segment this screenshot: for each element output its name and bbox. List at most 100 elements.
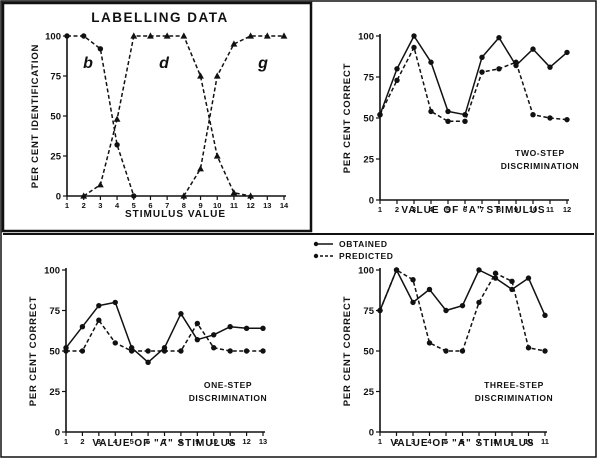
three-step-series-obtained-point (443, 307, 449, 314)
labelling-series-d-point (180, 32, 188, 39)
three-step-y-tick-label: 0 (369, 428, 374, 439)
labelling-series-d-point (80, 192, 88, 199)
two-step-series-predicted-point (445, 118, 451, 124)
two-step-x-axis-label: VALUE OF "A" STIMULUS (401, 205, 545, 216)
two-step-x-tick-label: 10 (529, 205, 537, 214)
labelling-series-b-line (67, 35, 135, 197)
labelling-y-tick-label: 100 (45, 32, 61, 43)
one-step-x-tick-label: 1 (64, 437, 68, 446)
labelling-x-tick-label: 3 (98, 201, 102, 210)
labelling-x-tick-label: 9 (198, 201, 202, 210)
two-step-subtitle-line1: TWO-STEP (515, 148, 565, 158)
three-step-series-obtained-point (426, 286, 433, 293)
labelling-series-g-line (183, 35, 284, 197)
three-step-y-tick-label: 100 (358, 266, 374, 277)
one-step-series-obtained-point (260, 325, 266, 332)
one-step-x-tick-label: 8 (179, 437, 183, 446)
one-step-series-predicted-point (161, 348, 168, 354)
one-step-series-obtained-point (178, 311, 184, 317)
one-step-x-tick-label: 11 (226, 437, 234, 446)
legend-label-predicted: PREDICTED (339, 251, 394, 261)
labelling-series-g-point (230, 40, 238, 47)
two-step-series-predicted-point (462, 118, 468, 124)
one-step-series-obtained-point (227, 324, 233, 330)
two-step-series-obtained-point (394, 66, 400, 72)
two-step-x-tick-label: 8 (497, 205, 501, 214)
labelling-region-label-d: d (159, 55, 170, 72)
three-step-x-tick-label: 11 (541, 437, 549, 446)
two-step-subtitle-line2: DISCRIMINATION (501, 161, 580, 171)
labelling-x-tick-label: 4 (115, 201, 120, 210)
labelling-x-tick-label: 14 (280, 201, 289, 210)
labelling-x-tick-label: 13 (263, 201, 271, 210)
one-step-x-tick-label: 5 (130, 437, 134, 446)
two-step-series-predicted-point (513, 59, 519, 65)
two-step-series-obtained-point (445, 108, 451, 115)
two-step-x-tick-label: 3 (412, 205, 416, 214)
three-step-series-predicted-point (509, 278, 515, 285)
two-step-y-axis-label: PER CENT CORRECT (342, 63, 353, 173)
labelling-y-tick-label: 25 (50, 152, 61, 163)
legend-item-predicted: PREDICTED (313, 250, 453, 262)
one-step-y-tick-label: 25 (49, 387, 60, 398)
one-step-x-tick-label: 9 (195, 437, 199, 446)
three-step-series-obtained-point (476, 267, 482, 273)
three-step-series-predicted-point (542, 348, 548, 354)
two-step-series-obtained-point (547, 64, 553, 70)
labelling-x-tick-label: 1 (65, 201, 69, 210)
one-step-y-tick-label: 75 (49, 306, 60, 317)
one-step-x-tick-label: 3 (97, 437, 101, 446)
two-step-series-predicted-line (379, 46, 568, 123)
legend: OBTAINED PREDICTED (313, 238, 453, 264)
labelling-series-d-point (213, 152, 221, 159)
labelling-series-g-point (197, 165, 204, 172)
one-step-y-tick-label: 100 (44, 266, 60, 277)
three-step-series-obtained-point (542, 312, 548, 319)
two-step-series-predicted-point (411, 44, 417, 51)
one-step-series-obtained-point (96, 302, 102, 309)
one-step-x-tick-label: 2 (80, 437, 84, 446)
three-step-series-predicted-point (459, 348, 466, 354)
two-step-series-predicted-point (428, 108, 434, 115)
two-step-series-obtained-point (428, 59, 434, 65)
one-step-series-predicted-point (260, 348, 266, 354)
one-step-x-tick-label: 10 (210, 437, 218, 446)
labelling-x-tick-label: 12 (246, 201, 254, 210)
two-step-x-tick-label: 2 (395, 205, 399, 214)
three-step-series-obtained-point (459, 302, 466, 309)
labelling-series-d-line (83, 35, 251, 197)
one-step-series-predicted-point (79, 348, 86, 354)
three-step-x-tick-label: 3 (411, 437, 415, 446)
labelling-series-d-point (96, 181, 104, 188)
one-step-x-tick-label: 4 (113, 437, 118, 446)
three-step-x-tick-label: 9 (510, 437, 514, 446)
three-step-series-predicted-point (525, 345, 532, 351)
labelling-series-d-point (147, 32, 154, 39)
one-step-series-predicted-point (243, 348, 250, 354)
two-step-y-tick-label: 50 (363, 114, 374, 125)
two-step-x-tick-label: 11 (546, 205, 554, 214)
legend-item-obtained: OBTAINED (313, 238, 453, 250)
three-step-x-tick-label: 2 (394, 437, 398, 446)
three-step-y-tick-label: 75 (363, 306, 374, 317)
labelling-x-tick-label: 2 (82, 201, 86, 210)
one-step-series-predicted-point (227, 348, 233, 354)
two-step-y-tick-label: 25 (363, 155, 374, 166)
three-step-series-predicted-point (476, 299, 482, 306)
labelling-series-b-point (64, 33, 70, 39)
labelling-x-axis-label: STIMULUS VALUE (125, 209, 226, 220)
labelling-y-tick-label: 0 (56, 192, 61, 203)
three-step-series-predicted-point (426, 340, 433, 346)
three-step-x-axis-label: VALUE OF "A" STIMULUS (390, 438, 534, 449)
two-step-series-predicted-point (394, 77, 400, 83)
one-step-series-predicted-point (211, 345, 217, 351)
three-step-series-predicted-point (377, 307, 383, 314)
three-step-x-tick-label: 6 (460, 437, 464, 446)
labelling-x-tick-label: 11 (230, 201, 238, 210)
two-step-series-predicted-point (479, 69, 485, 75)
three-step-series-predicted-point (393, 267, 400, 273)
one-step-series-obtained-point (112, 299, 118, 306)
three-step-series-predicted-point (443, 348, 449, 354)
